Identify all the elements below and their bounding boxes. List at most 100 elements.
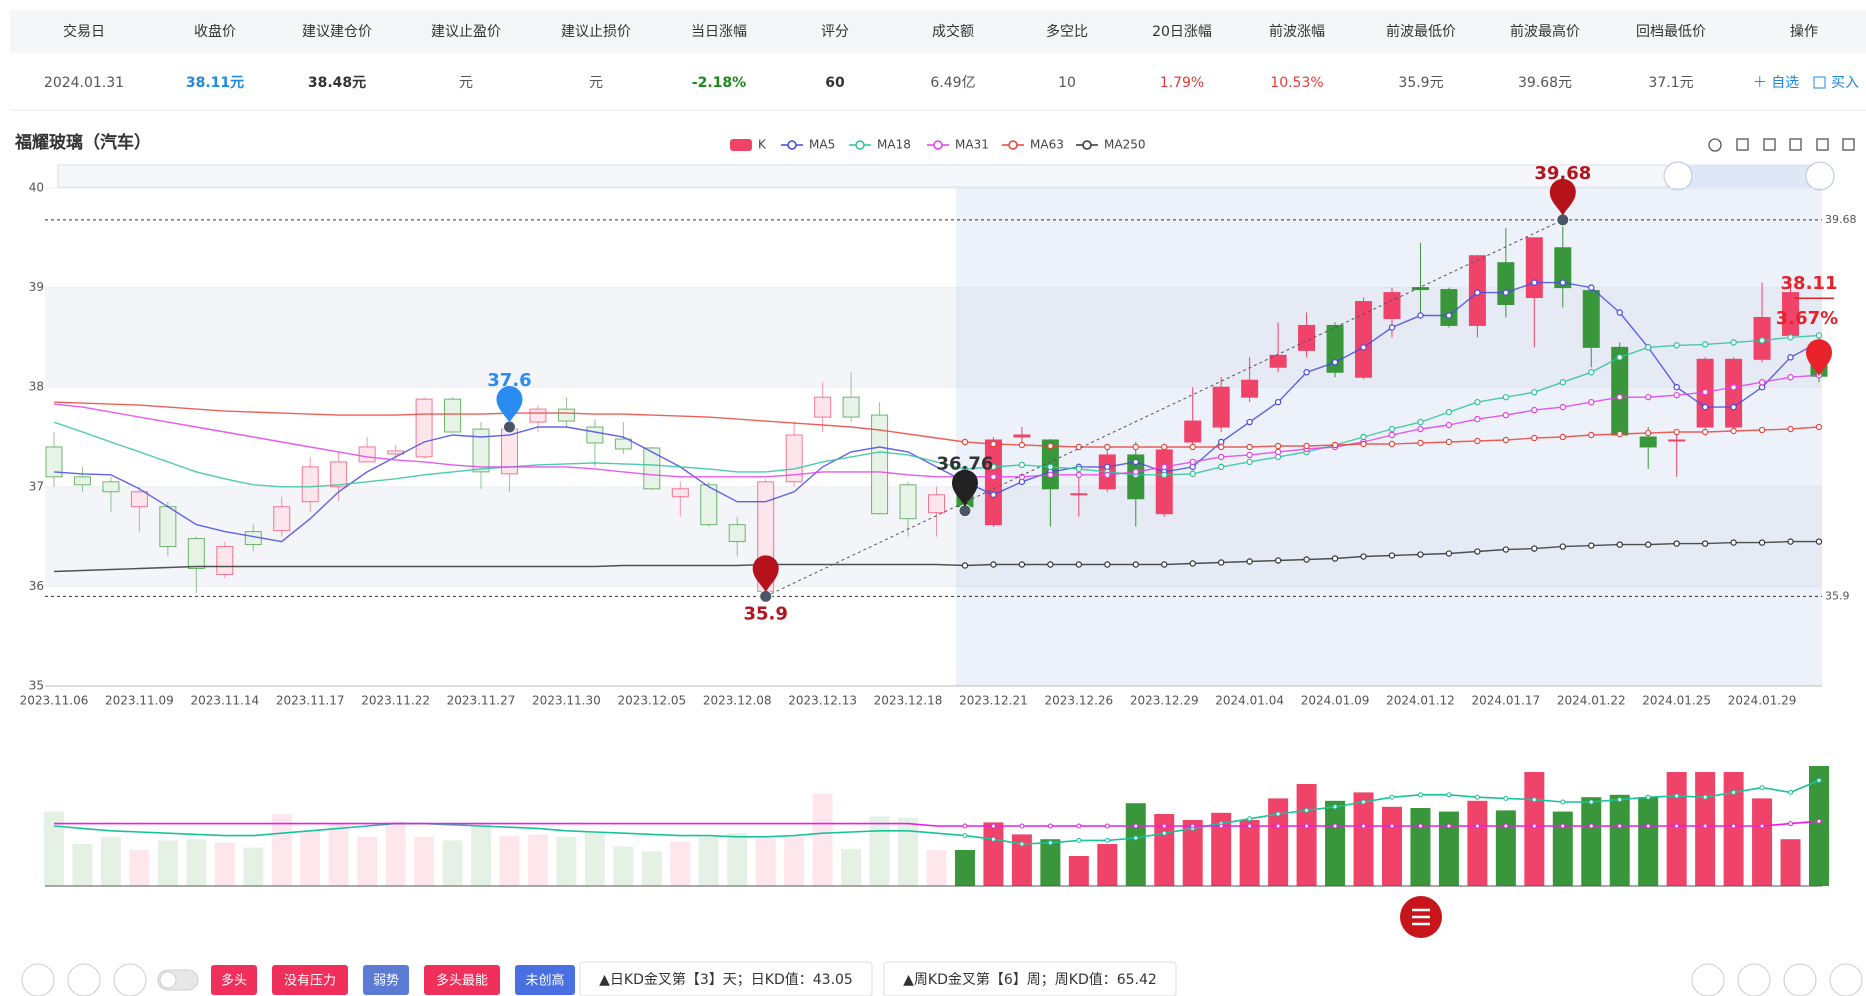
- candle-body: [216, 546, 234, 575]
- candle-body: [614, 438, 632, 450]
- ma-dot: [1104, 561, 1111, 568]
- ma-dot: [1331, 555, 1339, 562]
- candle-body: [1639, 436, 1657, 448]
- ma-dot: [1303, 556, 1310, 563]
- volume-bar: [1666, 772, 1687, 886]
- volume-ma-dot: [1816, 777, 1822, 783]
- zoom-window[interactable]: [1678, 165, 1820, 187]
- candle-body: [871, 414, 889, 515]
- volume-bar: [442, 840, 463, 886]
- zoom-handle[interactable]: [1663, 161, 1693, 191]
- volume-bar: [1638, 797, 1659, 886]
- fullscreen-icon[interactable]: [1816, 138, 1829, 151]
- copy-btn[interactable]: [1737, 963, 1771, 996]
- volume-bar: [556, 836, 577, 886]
- action-watch[interactable]: ＋ 自选: [1753, 75, 1799, 91]
- table-cell: 38.11元: [186, 75, 244, 91]
- candle-body: [700, 484, 718, 526]
- ma-dot: [1047, 561, 1054, 568]
- candle-body: [842, 396, 860, 418]
- ma-dot: [1388, 431, 1396, 439]
- nav-next[interactable]: [113, 963, 147, 996]
- volume-bar: [926, 850, 947, 886]
- volume-bar: [812, 793, 833, 886]
- volume-bar: [698, 836, 719, 886]
- candle-body: [1383, 292, 1401, 319]
- volume-ma-dot: [1788, 789, 1794, 795]
- x-tick-label: 2024.01.25: [1642, 694, 1711, 708]
- table-cell: 37.1元: [1648, 75, 1693, 91]
- top-btn[interactable]: [1783, 963, 1817, 996]
- table-cell: 6.49亿: [930, 75, 975, 91]
- undo-icon[interactable]: [1763, 138, 1776, 151]
- ma-dot: [1104, 443, 1111, 451]
- x-tick-label: 2024.01.17: [1471, 694, 1540, 708]
- volume-bar: [1211, 812, 1232, 886]
- ma-dot: [1787, 425, 1794, 433]
- ma-dot: [1644, 429, 1652, 437]
- zoom-icon[interactable]: [1736, 138, 1749, 151]
- tag-bg[interactable]: [272, 965, 348, 995]
- tag-bg[interactable]: [363, 965, 409, 995]
- download-btn[interactable]: [1691, 963, 1725, 996]
- volume-bar: [1097, 844, 1118, 886]
- x-tick-label: 2024.01.29: [1728, 694, 1797, 708]
- ma-dot: [1246, 558, 1253, 565]
- ma-line: [53, 374, 1820, 478]
- volume-bar: [898, 817, 919, 886]
- volume-ma-dot: [1361, 823, 1367, 829]
- toolbar: [1708, 138, 1855, 152]
- zoom-handle[interactable]: [1805, 161, 1835, 191]
- chart-title: 福耀玻璃（汽车）: [14, 132, 151, 153]
- tag-bg[interactable]: [211, 965, 257, 995]
- ma-dot: [1502, 393, 1510, 401]
- legend-label: MA63: [1030, 138, 1064, 152]
- volume-ma-dot: [1503, 823, 1509, 829]
- ma-dot: [1360, 440, 1367, 448]
- ma-dot: [1644, 541, 1652, 548]
- table-header: 多空比: [1046, 23, 1088, 40]
- volume-ma-dot: [1617, 823, 1623, 829]
- nav-first[interactable]: [21, 963, 55, 996]
- ma-dot: [1730, 539, 1737, 546]
- marker-label: 39.68: [1534, 163, 1591, 184]
- ma-line: [53, 334, 1820, 488]
- volume-bar: [755, 838, 776, 886]
- table-cell: 60: [825, 75, 845, 91]
- save-icon[interactable]: [1842, 138, 1855, 151]
- volume-ma-dot: [1047, 823, 1053, 829]
- ma-dot: [1474, 415, 1481, 423]
- volume-bar: [1723, 772, 1744, 886]
- volume-ma-dot: [1275, 823, 1281, 829]
- ma-dot: [1644, 344, 1652, 351]
- refresh-icon[interactable]: [1708, 138, 1722, 152]
- tag-bg[interactable]: [424, 965, 500, 995]
- action-buy[interactable]: 买入: [1831, 75, 1859, 91]
- restore-icon[interactable]: [1789, 138, 1802, 151]
- ma-dot: [1502, 546, 1510, 553]
- ma-dot: [1730, 427, 1737, 435]
- menu-button[interactable]: [1400, 896, 1442, 938]
- ma-dot: [961, 438, 969, 446]
- volume-ma-dot: [1190, 823, 1196, 829]
- ma-dot: [1246, 458, 1253, 466]
- nav-prev[interactable]: [67, 963, 101, 996]
- tag-bg[interactable]: [515, 965, 575, 995]
- table-cell: 2024.01.31: [44, 75, 124, 91]
- ma-dot: [1161, 561, 1168, 568]
- ma-dot: [1360, 553, 1367, 560]
- volume-ma-dot: [962, 833, 968, 839]
- volume-ma-dot: [1076, 823, 1082, 829]
- volume-bar: [1182, 820, 1203, 886]
- volume-ma-dot: [1588, 799, 1594, 805]
- volume-ma-dot: [1531, 797, 1537, 803]
- ma-dot: [1758, 379, 1766, 386]
- table-cell: 35.9元: [1398, 75, 1443, 91]
- candle-body: [415, 398, 433, 458]
- volume-bar: [1581, 797, 1602, 886]
- table-header: 20日涨幅: [1152, 24, 1212, 40]
- reset-btn[interactable]: [1829, 963, 1863, 996]
- candle-body: [928, 494, 945, 514]
- volume-bar: [357, 836, 378, 886]
